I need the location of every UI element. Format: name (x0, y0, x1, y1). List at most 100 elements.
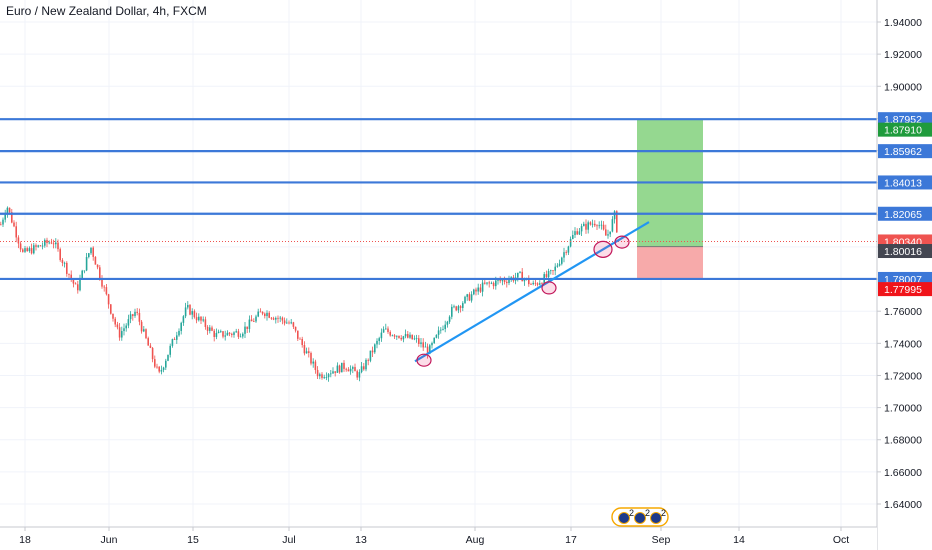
candle-body (376, 340, 378, 345)
candle-body (41, 245, 44, 247)
candle-body (475, 289, 477, 292)
candle-body (8, 207, 11, 213)
candle-body (492, 282, 495, 287)
candle-body (94, 256, 97, 265)
candle-body (501, 280, 504, 282)
candle-body (338, 365, 341, 373)
candle-body (239, 336, 242, 338)
candle-body (451, 306, 453, 317)
candle-body (160, 369, 163, 372)
candle-body (464, 296, 466, 304)
marked-point[interactable] (541, 281, 557, 295)
candle-body (147, 338, 149, 346)
event-flag-icon[interactable] (618, 512, 630, 524)
event-flag-icon[interactable] (650, 512, 662, 524)
candle-body (140, 321, 143, 332)
candle-body (61, 260, 64, 263)
candle-body (330, 373, 332, 375)
candle-body (116, 324, 119, 328)
candle-body (343, 362, 345, 369)
marked-point[interactable] (593, 240, 613, 258)
candle-body (209, 327, 211, 331)
time-axis[interactable]: 18 Jun 15 Jul 13 Aug 17 Sep 14 Oct (19, 527, 849, 546)
trendline[interactable] (414, 221, 650, 363)
candle-body (393, 335, 396, 337)
candle-body (162, 367, 165, 370)
candle-body (358, 372, 361, 378)
candle-body (290, 322, 292, 324)
candle-body (521, 271, 523, 282)
candle-body (415, 338, 418, 340)
marked-point[interactable] (614, 235, 630, 249)
event-count: 2 (645, 508, 650, 518)
candle-body (191, 311, 193, 315)
candle-body (2, 219, 4, 225)
stop-zone[interactable] (637, 246, 703, 279)
candle-body (429, 345, 431, 354)
candle-body (327, 374, 330, 378)
event-icons[interactable]: 2 2 2 (611, 507, 669, 527)
candle-body (371, 350, 374, 353)
candle-body (613, 211, 616, 220)
candle-body (539, 283, 541, 285)
time-tick-label: Sep (652, 534, 671, 546)
candle-body (462, 303, 464, 308)
trendline-group (414, 221, 650, 363)
target-badge (878, 122, 932, 137)
candle-body (563, 252, 565, 258)
time-tick-label: Oct (833, 534, 849, 546)
candle-body (437, 330, 440, 335)
candle-body (602, 224, 605, 230)
candle-body (473, 289, 475, 295)
event-flag-icon[interactable] (634, 512, 646, 524)
candle-body (171, 339, 174, 346)
candle-body (459, 306, 462, 308)
candle-body (552, 270, 554, 272)
candle-body (369, 350, 372, 361)
candle-body (57, 242, 59, 250)
candle-body (83, 270, 86, 272)
candle-body (129, 314, 132, 320)
grid (0, 0, 877, 527)
chart-title: Euro / New Zealand Dollar, 4h, FXCM (6, 4, 207, 18)
candle-body (308, 351, 310, 353)
candle-body (435, 334, 438, 338)
candle-body (220, 331, 222, 333)
candle-body (17, 237, 20, 244)
candle-body (88, 253, 90, 258)
candles (0, 206, 618, 382)
candle-body (349, 368, 352, 372)
candle-body (360, 366, 363, 373)
candle-body (92, 247, 94, 257)
candle-body (495, 280, 497, 287)
candle-body (270, 317, 273, 319)
candle-body (66, 262, 68, 274)
candle-body (70, 274, 72, 280)
candle-body (11, 212, 13, 223)
level-badge-label: 1.85962 (884, 146, 922, 158)
candle-body (154, 359, 156, 367)
candle-body (266, 312, 268, 317)
entry-badge (878, 244, 932, 259)
candle-body (96, 264, 99, 268)
candle-body (453, 306, 455, 308)
candle-body (323, 377, 325, 378)
candle-body (233, 332, 235, 335)
candle-body (616, 211, 618, 233)
candle-body (303, 345, 306, 354)
level-badge (878, 175, 932, 190)
marked-point[interactable] (416, 353, 432, 367)
candle-body (149, 345, 152, 348)
candle-body (288, 322, 290, 324)
candle-body (125, 325, 127, 329)
candle-body (503, 280, 506, 282)
candle-body (85, 257, 88, 271)
candle-body (591, 223, 594, 225)
candle-body (244, 326, 246, 334)
candle-body (105, 287, 108, 295)
candle-body (455, 306, 457, 311)
candle-body (110, 304, 112, 314)
level-lines (0, 118, 877, 281)
candle-body (204, 319, 207, 327)
